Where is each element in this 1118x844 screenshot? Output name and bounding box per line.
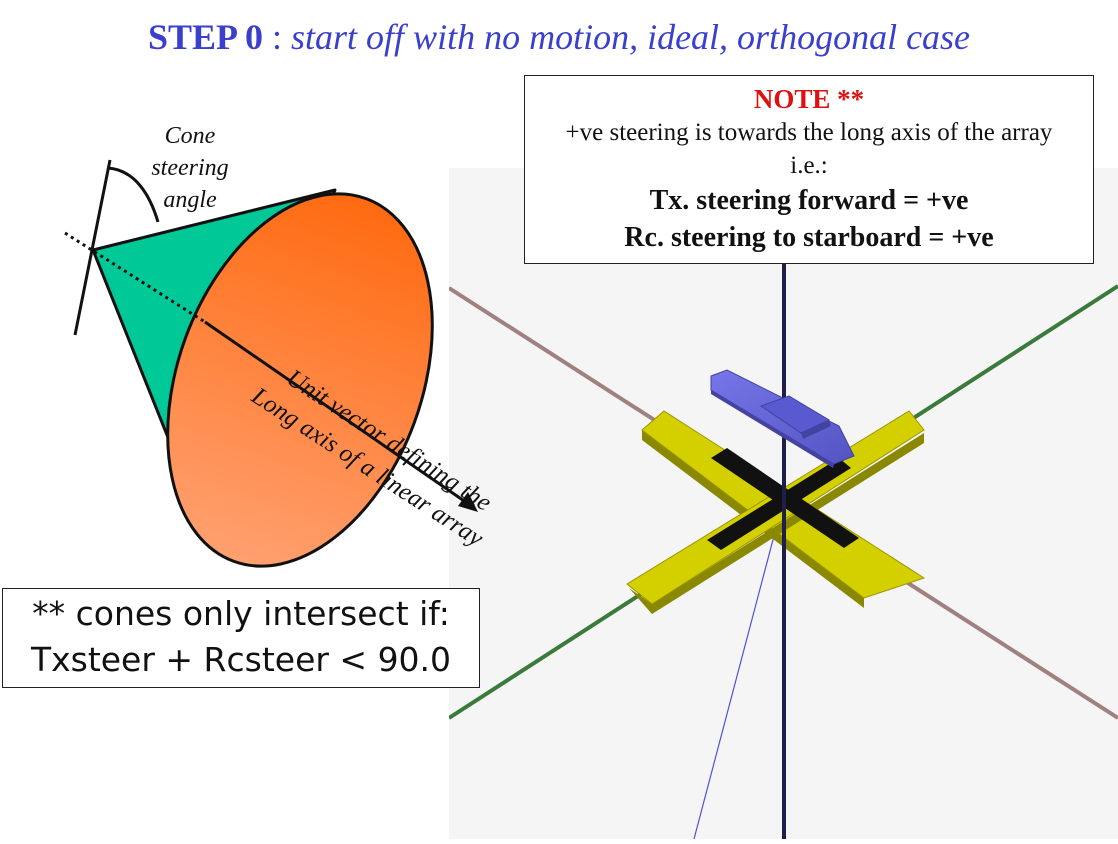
cone-base-ellipse bbox=[166, 192, 434, 568]
title-step: STEP 0 bbox=[147, 17, 264, 57]
scene-3d-drawing bbox=[447, 168, 1118, 840]
note-heading: NOTE ** bbox=[753, 84, 865, 114]
cone-diagram: Unit vector defining the Long axis of a … bbox=[64, 159, 496, 568]
cone-label-line-2: steering bbox=[151, 155, 229, 181]
condition-line-1: ** cones only intersect if: bbox=[32, 594, 450, 633]
cone-label-line-3: angle bbox=[163, 187, 217, 213]
title-separator: : bbox=[263, 17, 292, 57]
note-line-1: +ve steering is towards the long axis of… bbox=[565, 119, 1053, 146]
scene-3d bbox=[447, 168, 1118, 840]
title-subtitle: start off with no motion, ideal, orthogo… bbox=[291, 17, 971, 57]
ship bbox=[710, 369, 855, 468]
cone-label-line-1: Cone bbox=[164, 123, 216, 149]
note-tx-rule: Tx. steering forward = +ve bbox=[649, 185, 969, 216]
slide-title: STEP 0 : start off with no motion, ideal… bbox=[0, 16, 1118, 58]
note-rc-rule: Rc. steering to starboard = +ve bbox=[624, 222, 994, 253]
unit-vector-line bbox=[204, 320, 471, 507]
black-bar-b bbox=[707, 458, 851, 550]
condition-line-2: Txsteer + Rcsteer < 90.0 bbox=[30, 640, 452, 679]
steering-angle-arc bbox=[107, 166, 160, 223]
ray-line bbox=[693, 497, 785, 840]
note-box: NOTE ** +ve steering is towards the long… bbox=[524, 75, 1094, 264]
cone-steering-angle-label: Cone steering angle bbox=[130, 120, 250, 216]
note-line-2: i.e.: bbox=[790, 152, 828, 179]
unit-vector-arrowhead bbox=[458, 492, 478, 512]
array-normal-line bbox=[73, 159, 112, 336]
condition-box: ** cones only intersect if: Txsteer + Rc… bbox=[2, 588, 480, 688]
